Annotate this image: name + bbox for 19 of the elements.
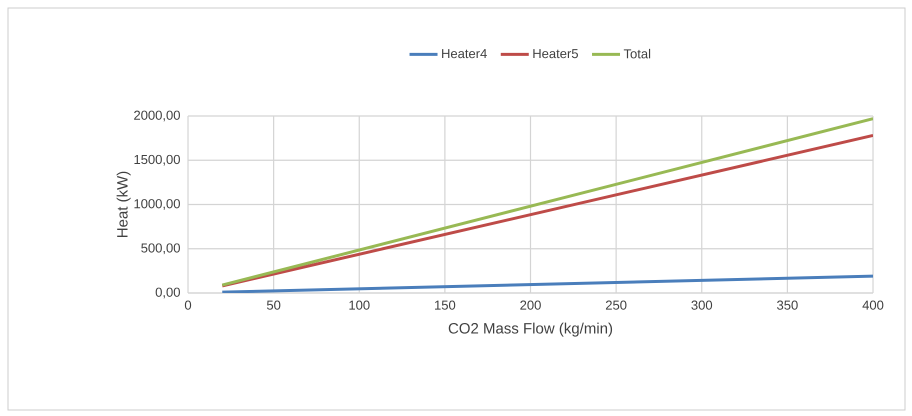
x-tick-label: 300 xyxy=(691,300,712,310)
legend-label: Total xyxy=(624,48,650,58)
x-tick-label: 200 xyxy=(520,300,541,310)
x-tick-label: 150 xyxy=(435,300,456,310)
y-tick-label: 500,00 xyxy=(141,243,180,254)
legend-label: Heater4 xyxy=(442,49,487,58)
legend-label: Heater5 xyxy=(533,49,578,58)
x-tick-label: 50 xyxy=(266,300,280,310)
y-tick-label: 0,00 xyxy=(156,288,180,298)
y-tick-label: 2000,00 xyxy=(134,110,180,122)
x-tick-label: 250 xyxy=(606,300,626,310)
x-tick-label: 350 xyxy=(777,300,798,310)
y-tick-label: 1500,00 xyxy=(134,154,180,166)
y-axis-title: Heat (kW) xyxy=(116,172,131,238)
x-tick-label: 400 xyxy=(862,300,884,310)
x-axis-title: CO2 Mass Flow (kg/min) xyxy=(448,322,612,337)
x-tick-label: 100 xyxy=(349,300,370,310)
x-tick-label: 0 xyxy=(184,300,192,310)
y-tick-label: 1000,00 xyxy=(134,199,180,210)
